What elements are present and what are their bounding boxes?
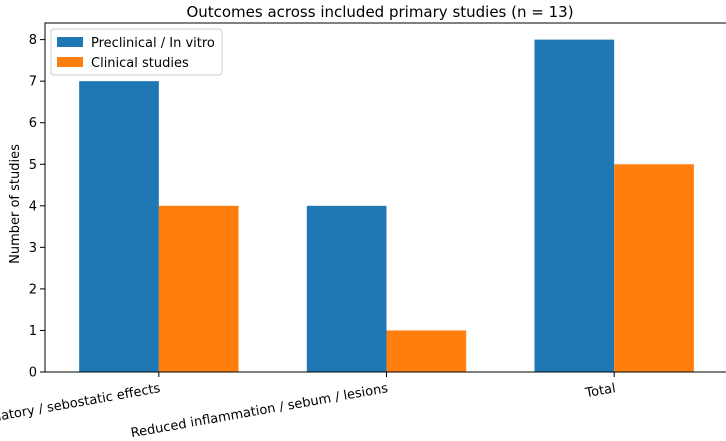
x-tick-label: Reduced inflammation / sebum / lesions <box>130 381 390 441</box>
bar-clinical-0 <box>158 205 239 372</box>
y-tick-label: 4 <box>29 199 37 214</box>
bar-preclinical-1 <box>306 205 387 372</box>
legend-swatch <box>57 37 83 47</box>
y-tick-label: 6 <box>29 116 37 131</box>
x-axis-ticks: Anti-inflammatory / sebostatic effectsRe… <box>0 372 617 441</box>
y-tick-label: 1 <box>29 324 37 339</box>
bars-group <box>79 39 694 373</box>
chart-title: Outcomes across included primary studies… <box>186 3 573 21</box>
legend-label: Clinical studies <box>91 56 189 71</box>
plot-frame <box>44 22 726 373</box>
x-tick-label: Total <box>583 381 617 401</box>
legend: Preclinical / In vitro Clinical studies <box>50 28 223 76</box>
bar-clinical-1 <box>386 330 467 372</box>
bar-preclinical-0 <box>79 81 159 373</box>
legend-label: Preclinical / In vitro <box>91 36 215 51</box>
y-tick-label: 8 <box>29 33 37 48</box>
y-tick-label: 5 <box>29 158 37 173</box>
bar-clinical-2 <box>614 164 694 372</box>
y-tick-label: 2 <box>29 282 37 297</box>
y-axis-ticks: 0 1 2 3 4 5 6 7 8 <box>29 33 45 381</box>
y-tick-label: 3 <box>29 241 37 256</box>
bar-preclinical-2 <box>534 39 615 372</box>
legend-box <box>50 28 223 76</box>
y-tick-label: 0 <box>29 366 37 381</box>
y-tick-label: 7 <box>29 75 37 90</box>
y-axis-label: Number of studies <box>8 144 23 264</box>
legend-swatch <box>57 57 83 67</box>
